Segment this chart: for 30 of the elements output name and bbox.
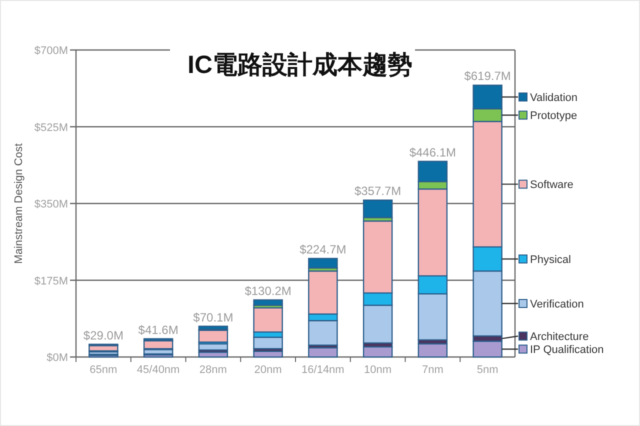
x-tick-label: 5nm xyxy=(476,364,498,376)
chart-title: IC電路設計成本趨勢 xyxy=(188,51,412,79)
total-label: $446.1M xyxy=(409,145,456,160)
total-label: $29.0M xyxy=(83,328,124,342)
x-tick-label: 20nm xyxy=(254,364,282,376)
legend-label: Prototype xyxy=(530,110,578,122)
legend-label: Software xyxy=(530,179,574,192)
legend-label: Validation xyxy=(530,92,578,104)
total-label: $224.7M xyxy=(300,242,346,256)
y-tick-label: $350M xyxy=(34,198,68,210)
y-tick-label: $0M xyxy=(46,352,68,364)
x-tick-label: 45/40nm xyxy=(136,364,180,376)
x-tick-label: 65nm xyxy=(90,364,118,376)
y-tick-label: $175M xyxy=(34,275,68,288)
legend-label: IP Qualification xyxy=(530,344,604,356)
total-label: $619.7M xyxy=(464,69,511,84)
legend-label: Architecture xyxy=(530,331,589,344)
y-axis-title: Mainstream Design Cost xyxy=(13,143,25,264)
y-tick-label: $525M xyxy=(34,122,68,134)
legend-label: Verification xyxy=(530,298,584,310)
x-tick-label: 7nm xyxy=(422,364,444,376)
x-tick-label: 10nm xyxy=(364,364,392,376)
legend-label: Physical xyxy=(530,254,571,266)
total-label: $70.1M xyxy=(193,310,234,324)
total-label: $357.7M xyxy=(354,184,402,198)
total-label: $130.2M xyxy=(244,284,292,298)
x-tick-label: 28nm xyxy=(199,364,227,376)
y-tick-label: $700M xyxy=(34,45,68,57)
x-tick-label: 16/14nm xyxy=(302,364,344,376)
total-label: $41.6M xyxy=(138,322,178,337)
